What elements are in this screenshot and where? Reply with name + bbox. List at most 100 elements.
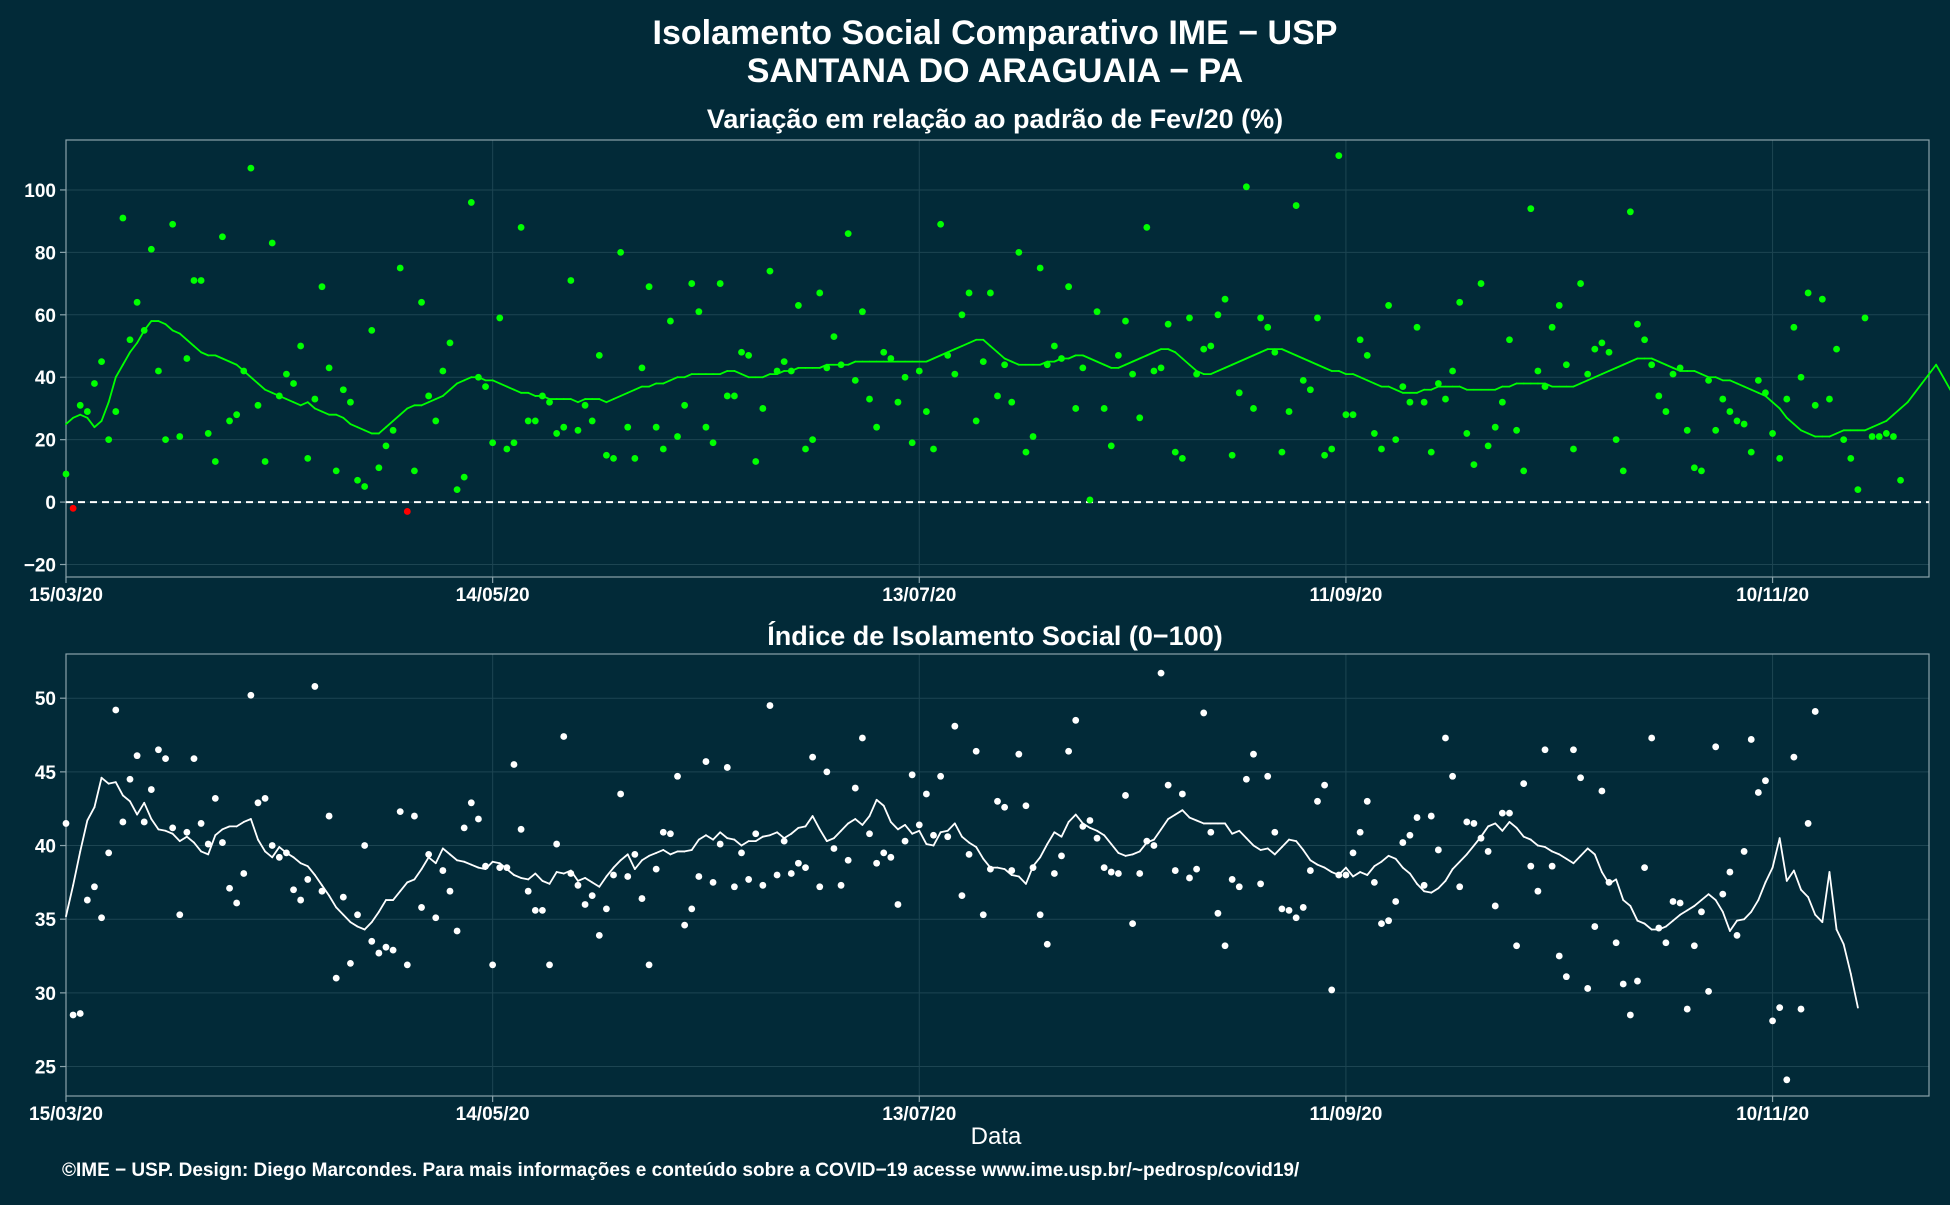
var-data-point xyxy=(517,224,525,231)
idx-moving-average-segment xyxy=(655,849,665,854)
var-data-point xyxy=(1114,351,1122,359)
var-data-point xyxy=(866,395,873,403)
var-data-point xyxy=(1093,308,1101,316)
var-data-point xyxy=(702,423,710,431)
var-data-point xyxy=(460,473,468,481)
var-moving-average-segment xyxy=(264,388,274,394)
var-moving-average-segment xyxy=(1871,423,1881,429)
idx-data-point xyxy=(1676,899,1684,907)
idx-data-point xyxy=(268,842,276,849)
var-data-point xyxy=(915,367,923,375)
var-moving-average-segment xyxy=(214,354,224,360)
idx-moving-average-segment xyxy=(1224,822,1234,835)
var-moving-average-segment xyxy=(968,338,978,344)
var-moving-average-segment xyxy=(1281,348,1290,354)
idx-moving-average-segment xyxy=(1145,838,1155,844)
idx-moving-average-segment xyxy=(690,838,700,851)
idx-moving-average-segment xyxy=(662,849,672,856)
idx-data-point xyxy=(937,772,945,780)
idx-data-point xyxy=(709,878,717,886)
idx-data-point xyxy=(745,876,753,883)
var-data-point xyxy=(1314,314,1321,322)
var-moving-average-segment xyxy=(257,382,266,391)
var-data-point xyxy=(901,373,909,381)
idx-moving-average-segment xyxy=(1153,828,1162,841)
var-data-point xyxy=(1392,436,1400,444)
var-data-point xyxy=(354,476,361,484)
var-data-point xyxy=(1790,323,1798,331)
var-xtick-label: 13/07/20 xyxy=(882,585,956,606)
idx-moving-average-segment xyxy=(449,853,458,862)
var-data-point xyxy=(112,408,120,415)
var-data-point xyxy=(1577,280,1584,287)
idx-data-point xyxy=(62,820,70,827)
var-moving-average-segment xyxy=(505,385,515,391)
var-data-point xyxy=(347,398,354,406)
idx-moving-average-segment xyxy=(1842,943,1852,975)
idx-data-point xyxy=(1022,802,1030,810)
idx-moving-average-segment xyxy=(1501,821,1511,832)
idx-moving-average-segment xyxy=(1273,846,1283,856)
var-data-point xyxy=(795,302,802,309)
idx-data-point xyxy=(1811,708,1819,715)
var-moving-average-segment xyxy=(377,426,387,435)
idx-moving-average-segment xyxy=(1679,909,1689,916)
idx-data-point xyxy=(311,683,319,690)
var-moving-average-segment xyxy=(491,379,501,385)
var-data-point xyxy=(1164,320,1172,328)
var-data-point xyxy=(531,417,539,425)
var-data-point xyxy=(389,426,397,434)
var-data-point xyxy=(624,423,632,431)
var-moving-average-segment xyxy=(569,398,579,404)
var-moving-average-segment xyxy=(1209,370,1219,376)
idx-moving-average-segment xyxy=(420,856,430,871)
idx-moving-average-segment xyxy=(349,921,359,928)
var-data-point xyxy=(1747,448,1755,456)
var-moving-average-segment xyxy=(1665,363,1674,369)
idx-moving-average-segment xyxy=(1252,844,1262,851)
var-data-point xyxy=(1278,448,1286,456)
var-moving-average-segment xyxy=(1252,351,1262,357)
idx-moving-average-segment xyxy=(221,825,231,831)
var-data-point xyxy=(204,430,212,437)
idx-data-point xyxy=(1107,868,1115,876)
var-data-point xyxy=(332,467,340,475)
var-data-point xyxy=(1200,345,1208,353)
idx-moving-average-segment xyxy=(1693,899,1703,907)
idx-data-point xyxy=(1328,986,1336,994)
idx-moving-average-segment xyxy=(569,869,579,882)
var-moving-average-segment xyxy=(1743,385,1753,391)
idx-data-point xyxy=(603,905,610,913)
idx-data-point xyxy=(98,914,105,922)
var-data-point xyxy=(147,245,155,253)
idx-moving-average-segment xyxy=(150,818,160,831)
var-ytick-label: 20 xyxy=(35,431,56,452)
idx-data-point xyxy=(1349,849,1357,857)
var-moving-average-segment xyxy=(1807,432,1817,438)
var-data-point xyxy=(105,436,113,444)
var-ytick-label: 0 xyxy=(45,493,56,514)
idx-moving-average-segment xyxy=(1465,844,1475,856)
idx-data-point xyxy=(290,886,297,894)
var-moving-average-segment xyxy=(385,420,394,429)
idx-data-point xyxy=(226,884,233,892)
idx-moving-average-segment xyxy=(1160,818,1170,831)
idx-moving-average-segment xyxy=(1394,857,1404,869)
idx-data-point xyxy=(1619,980,1627,988)
idx-data-point xyxy=(1577,774,1584,782)
idx-data-point xyxy=(1534,887,1542,895)
idx-moving-average-segment xyxy=(1593,853,1603,873)
idx-moving-average-segment xyxy=(463,860,473,866)
var-moving-average-segment xyxy=(1373,382,1383,388)
var-data-point xyxy=(1001,361,1009,369)
var-data-point xyxy=(1143,224,1151,231)
idx-moving-average-segment xyxy=(1558,853,1568,860)
idx-moving-average-segment xyxy=(1138,841,1148,853)
var-moving-average-segment xyxy=(498,382,508,388)
var-moving-average-segment xyxy=(136,329,146,344)
var-data-point xyxy=(1705,376,1712,384)
idx-data-point xyxy=(1484,848,1492,855)
var-data-point xyxy=(1818,295,1826,303)
var-moving-average-segment xyxy=(996,351,1006,360)
var-data-point xyxy=(659,445,667,453)
